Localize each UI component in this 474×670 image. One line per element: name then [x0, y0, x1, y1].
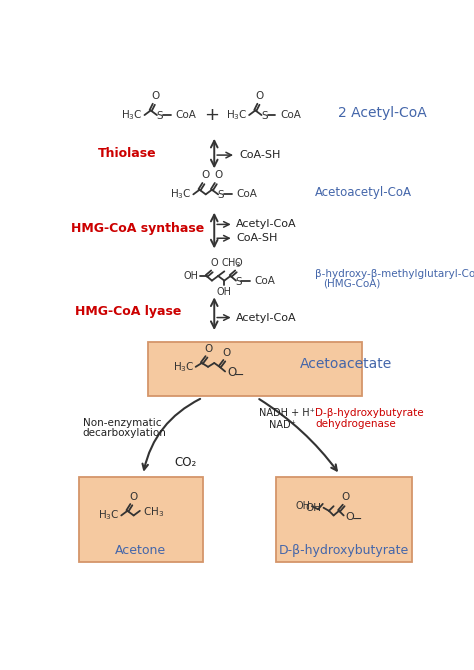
Text: NAD⁺: NAD⁺ [268, 419, 295, 429]
Text: O: O [228, 366, 237, 379]
FancyBboxPatch shape [79, 477, 202, 561]
Text: decarboxylation: decarboxylation [82, 428, 166, 438]
Text: dehydrogenase: dehydrogenase [315, 419, 396, 429]
Text: O: O [214, 170, 222, 180]
Text: 2 Acetyl-CoA: 2 Acetyl-CoA [338, 106, 427, 120]
Text: Acetyl-CoA: Acetyl-CoA [236, 313, 297, 322]
Text: HMG-CoA synthase: HMG-CoA synthase [71, 222, 204, 234]
Text: O: O [345, 512, 354, 522]
Text: Acetoacetate: Acetoacetate [300, 356, 392, 371]
Text: CoA-SH: CoA-SH [236, 233, 277, 243]
Text: O: O [151, 91, 159, 101]
Text: CoA: CoA [237, 190, 257, 200]
Text: H$_3$C: H$_3$C [98, 509, 120, 523]
Text: HMG-CoA lyase: HMG-CoA lyase [75, 305, 181, 318]
Text: CoA: CoA [175, 110, 196, 120]
Text: S: S [157, 111, 164, 121]
Text: Acetyl-CoA: Acetyl-CoA [236, 219, 297, 229]
Text: CoA-SH: CoA-SH [239, 150, 281, 160]
Text: H$_3$C: H$_3$C [121, 108, 143, 122]
Text: −: − [351, 513, 362, 526]
FancyBboxPatch shape [148, 342, 362, 396]
Text: Non-enzymatic: Non-enzymatic [82, 418, 161, 428]
Text: CH$_3$: CH$_3$ [143, 505, 164, 519]
Text: O: O [129, 492, 138, 502]
Text: S: S [261, 111, 268, 121]
Text: O: O [256, 91, 264, 101]
Text: Acetoacetyl-CoA: Acetoacetyl-CoA [315, 186, 412, 198]
Text: Acetone: Acetone [115, 543, 166, 557]
Text: OH: OH [305, 502, 321, 513]
Text: −: − [234, 369, 244, 382]
Text: D-β-hydroxybutyrate: D-β-hydroxybutyrate [279, 543, 409, 557]
Text: O: O [235, 258, 242, 268]
FancyBboxPatch shape [276, 477, 412, 561]
Text: NADH + H⁺: NADH + H⁺ [259, 408, 315, 418]
Text: D-β-hydroxybutyrate: D-β-hydroxybutyrate [315, 408, 424, 418]
Text: OH: OH [295, 501, 310, 511]
Text: S: S [217, 190, 224, 200]
Text: O: O [222, 348, 231, 358]
Text: H$_3$C: H$_3$C [226, 108, 247, 122]
Text: CH$_3$: CH$_3$ [221, 256, 241, 270]
Text: OH: OH [184, 271, 199, 281]
Text: OH: OH [217, 287, 232, 297]
Text: O: O [205, 344, 213, 354]
Text: H$_3$C: H$_3$C [173, 360, 194, 374]
Text: CoA: CoA [255, 275, 275, 285]
Text: CO₂: CO₂ [174, 456, 197, 469]
Text: O: O [210, 258, 218, 268]
Text: CoA: CoA [280, 110, 301, 120]
Text: (HMG-CoA): (HMG-CoA) [323, 279, 380, 289]
Text: Thiolase: Thiolase [98, 147, 156, 160]
Text: H$_3$C: H$_3$C [170, 188, 192, 201]
Text: O: O [201, 170, 210, 180]
Text: O: O [342, 492, 350, 502]
Text: S: S [235, 277, 242, 287]
Text: +: + [204, 106, 219, 124]
Text: β-hydroxy-β-methylglutaryl-CoA: β-hydroxy-β-methylglutaryl-CoA [315, 269, 474, 279]
